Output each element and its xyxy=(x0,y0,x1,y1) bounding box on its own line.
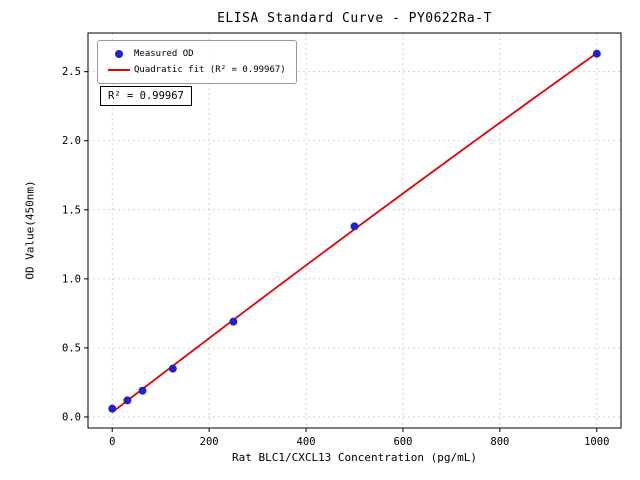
chart-title: ELISA Standard Curve - PY0622Ra-T xyxy=(217,11,492,26)
x-tick-label: 400 xyxy=(297,436,316,448)
x-tick-label: 800 xyxy=(490,436,509,448)
r-squared-annotation: R² = 0.99967 xyxy=(100,86,192,106)
quadratic-fit-line xyxy=(111,52,598,413)
y-tick-label: 0.0 xyxy=(62,411,81,423)
data-point xyxy=(168,364,177,373)
axes-spines xyxy=(87,32,622,429)
legend-item-quadratic-fit: Quadratic fit (R² = 0.99967) xyxy=(104,62,286,78)
y-tick-label: 1.5 xyxy=(62,204,81,216)
data-point xyxy=(138,386,147,395)
legend-label-quadratic-fit: Quadratic fit (R² = 0.99967) xyxy=(134,65,286,75)
legend-marker-cell xyxy=(104,50,134,58)
legend-label-measured-od: Measured OD xyxy=(134,49,194,59)
data-point xyxy=(592,49,601,58)
x-tick-label: 600 xyxy=(393,436,412,448)
y-tick-label: 2.5 xyxy=(62,66,81,78)
x-axis-label: Rat BLC1/CXCL13 Concentration (pg/mL) xyxy=(231,451,478,464)
x-tick-label: 0 xyxy=(109,436,115,448)
data-point xyxy=(350,222,359,231)
x-tick-label: 1000 xyxy=(584,436,609,448)
y-tick-label: 1.0 xyxy=(62,273,81,285)
y-tick-label: 2.0 xyxy=(62,135,81,147)
scatter-marker-icon xyxy=(115,50,123,58)
legend-marker-cell xyxy=(104,69,134,71)
x-tick-label: 200 xyxy=(200,436,219,448)
line-marker-icon xyxy=(108,69,130,71)
data-point xyxy=(229,317,238,326)
y-tick-label: 0.5 xyxy=(62,342,81,354)
data-point xyxy=(108,404,117,413)
legend-item-measured-od: Measured OD xyxy=(104,46,286,62)
y-axis-label: OD Value(450nm) xyxy=(23,180,37,280)
data-point xyxy=(123,396,132,405)
legend: Measured OD Quadratic fit (R² = 0.99967) xyxy=(97,40,297,84)
